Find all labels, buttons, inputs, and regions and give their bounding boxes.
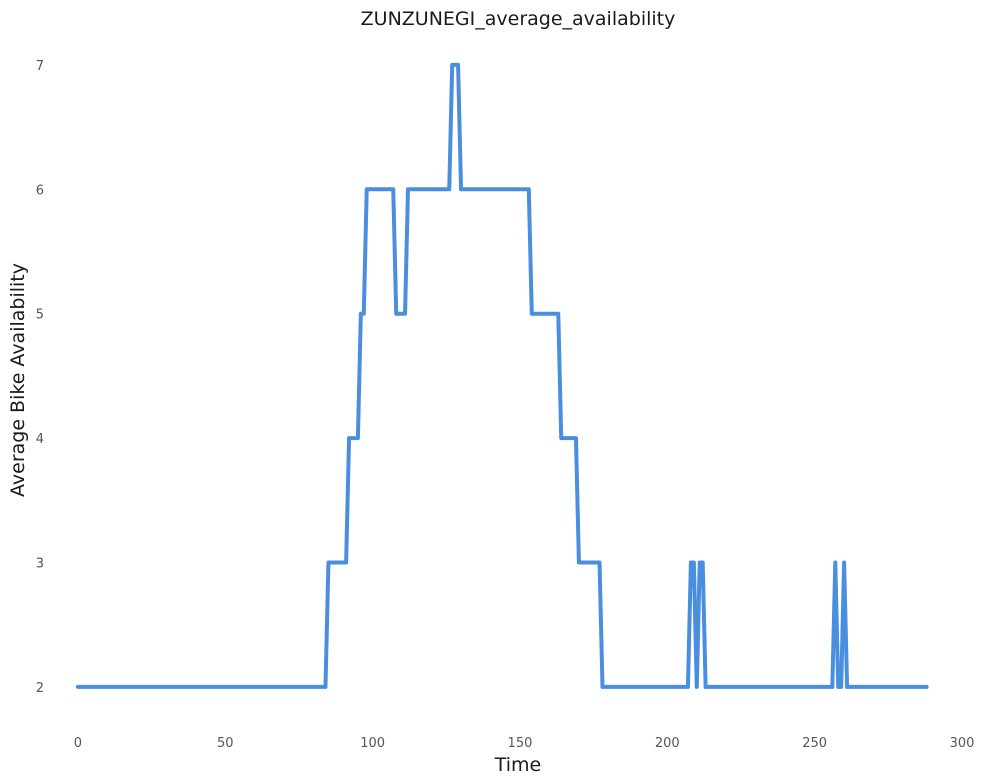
chart-title: ZUNZUNEGI_average_availability bbox=[361, 8, 676, 30]
x-tick-label: 50 bbox=[217, 736, 234, 751]
y-tick-label: 4 bbox=[36, 432, 44, 447]
x-axis-label: Time bbox=[494, 754, 542, 776]
x-axis-ticks: 0 50 100 150 200 250 300 bbox=[74, 736, 975, 751]
x-tick-label: 100 bbox=[360, 736, 385, 751]
y-axis-ticks: 2 3 4 5 6 7 bbox=[36, 59, 44, 696]
series-line bbox=[75, 62, 929, 689]
x-tick-label: 0 bbox=[74, 736, 82, 751]
x-tick-label: 150 bbox=[508, 736, 533, 751]
y-axis-label: Average Bike Availability bbox=[7, 263, 29, 497]
y-tick-label: 7 bbox=[36, 59, 44, 74]
y-tick-label: 6 bbox=[36, 183, 44, 198]
x-tick-label: 200 bbox=[655, 736, 680, 751]
y-tick-label: 3 bbox=[36, 556, 44, 571]
series-layer bbox=[75, 62, 929, 689]
x-tick-label: 250 bbox=[802, 736, 827, 751]
y-tick-label: 5 bbox=[36, 308, 44, 323]
y-tick-label: 2 bbox=[36, 681, 44, 696]
x-tick-label: 300 bbox=[950, 736, 975, 751]
